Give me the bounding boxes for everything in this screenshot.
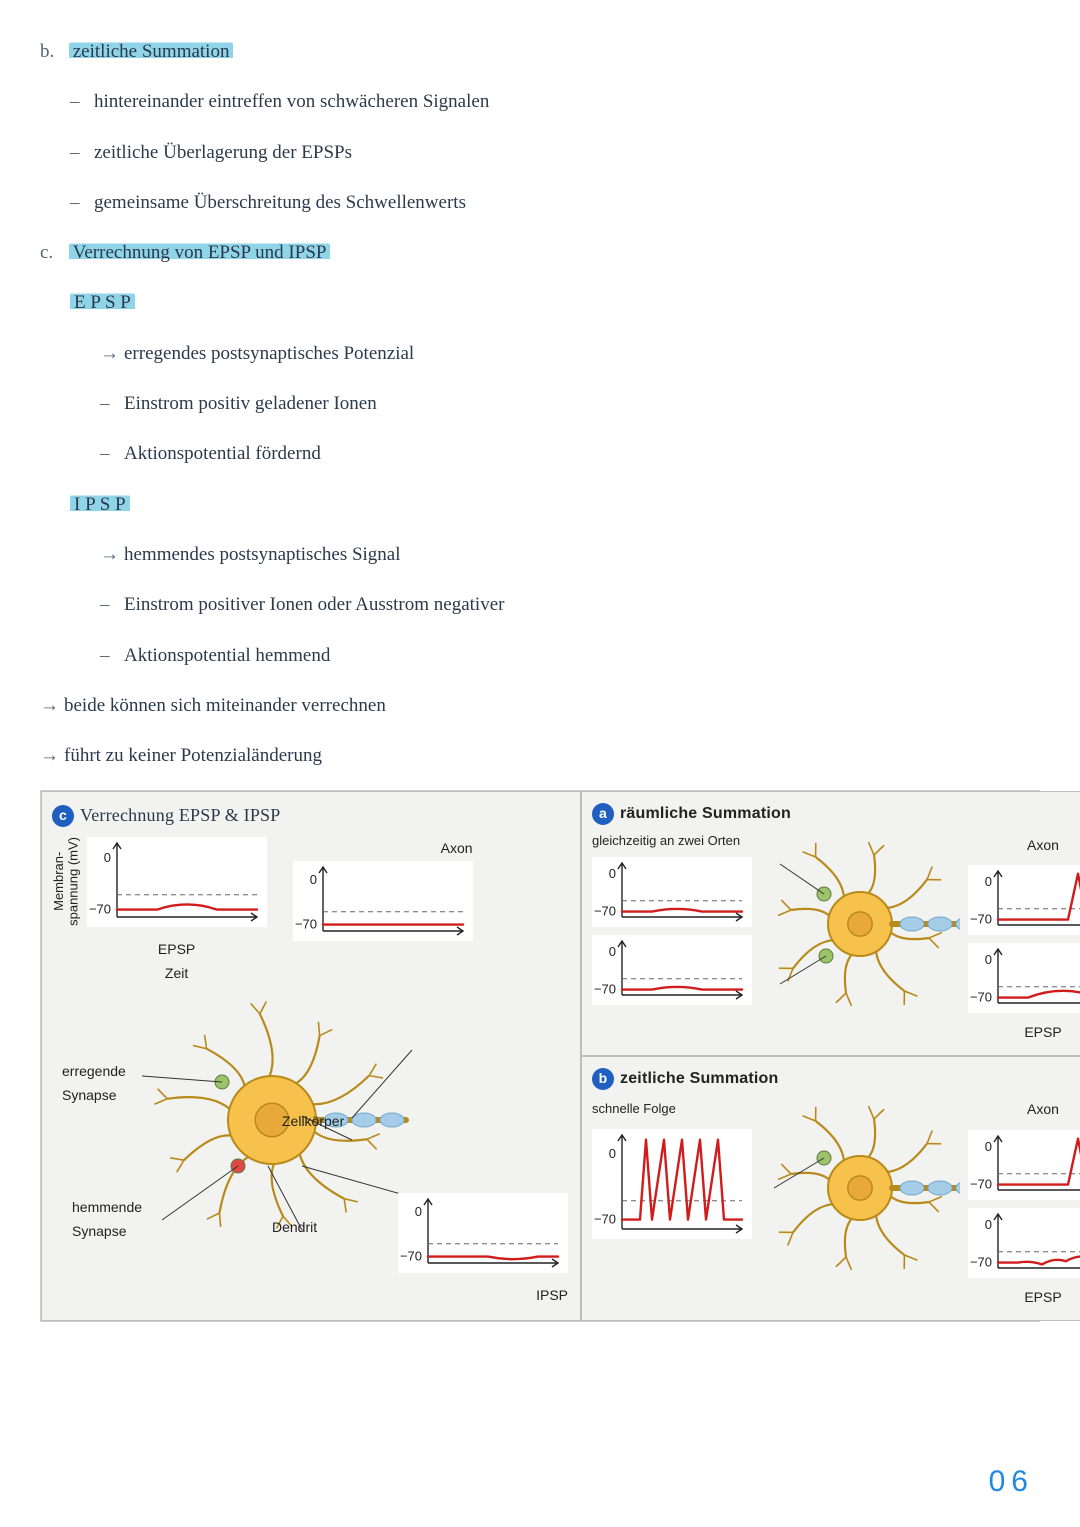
panel-c: c Verrechnung EPSP & IPSP Membran- spann… <box>41 791 581 1321</box>
badge-a: a <box>592 803 614 825</box>
heading-c-marker: c. <box>40 237 64 269</box>
ipsp-p1: –Einstrom positiver Ionen oder Ausstrom … <box>100 589 1040 621</box>
svg-text:0: 0 <box>985 1139 992 1154</box>
chart-a-input1: 0 −70 <box>592 857 752 927</box>
svg-text:0: 0 <box>609 1145 616 1160</box>
heading-b-text: zeitliche Summation <box>69 41 234 62</box>
svg-text:−70: −70 <box>400 1249 422 1264</box>
chart-a-input2: 0 −70 <box>592 935 752 1005</box>
svg-text:−70: −70 <box>970 912 992 927</box>
epsp-def: →erregendes postsynaptisches Potenzial <box>100 338 1040 370</box>
chart-c-epsp: 0 −70 <box>87 837 267 927</box>
heading-b: b. zeitliche Summation <box>40 36 1040 68</box>
chart-b-input: 0 −70 <box>592 1129 752 1239</box>
chart-a-epsp: 0 −70 <box>968 943 1080 1013</box>
ipsp-title: I P S P <box>70 489 1040 521</box>
svg-text:0: 0 <box>609 865 616 880</box>
label-erregende: erregendeSynapse <box>62 1060 126 1108</box>
svg-text:0: 0 <box>415 1204 422 1219</box>
ylabel: Membran- spannung (mV) <box>52 837 81 926</box>
panel-b-title: zeitliche Summation <box>620 1065 779 1092</box>
chart-b-epsp: 0 −70 <box>968 1208 1080 1278</box>
panel-a-title: räumliche Summation <box>620 800 791 827</box>
badge-c: c <box>52 805 74 827</box>
chart-b-axon: 0 −70 <box>968 1130 1080 1200</box>
page-number: 06 <box>989 1456 1034 1507</box>
svg-text:−70: −70 <box>594 903 616 918</box>
label-ipsp-c: IPSP <box>398 1284 568 1308</box>
svg-text:−70: −70 <box>594 1211 616 1226</box>
chart-a-axon: 0 −70 <box>968 865 1080 935</box>
extra-1: →beide können sich miteinander verrechne… <box>40 690 1040 722</box>
label-epsp-b: EPSP <box>968 1286 1080 1310</box>
extra-2: →führt zu keiner Potenzialänderung <box>40 740 1040 772</box>
panel-a: a räumliche Summation gleichzeitig an zw… <box>581 791 1080 1056</box>
ipsp-p2: –Aktionspotential hemmend <box>100 640 1040 672</box>
svg-text:0: 0 <box>985 874 992 889</box>
svg-text:0: 0 <box>309 872 316 887</box>
label-dendrit: Dendrit <box>272 1216 317 1240</box>
label-axon-b: Axon <box>968 1098 1080 1122</box>
svg-text:−70: −70 <box>594 981 616 996</box>
svg-text:0: 0 <box>609 943 616 958</box>
svg-text:0: 0 <box>985 1217 992 1232</box>
badge-b: b <box>592 1068 614 1090</box>
panel-c-title: Verrechnung EPSP & IPSP <box>80 800 280 831</box>
svg-text:−70: −70 <box>295 916 317 931</box>
label-hemmende: hemmendeSynapse <box>72 1196 142 1244</box>
label-zellkorper: Zellkörper <box>282 1110 344 1134</box>
label-zeit-c: Zeit <box>87 962 267 986</box>
label-axon-a: Axon <box>968 834 1080 858</box>
epsp-title: E P S P <box>70 287 1040 319</box>
heading-b-marker: b. <box>40 36 64 68</box>
panel-a-sub: gleichzeitig an zwei Orten <box>592 834 752 849</box>
figure: a räumliche Summation gleichzeitig an zw… <box>40 790 1040 1322</box>
panel-b: b zeitliche Summation schnelle Folge 0 −7… <box>581 1056 1080 1321</box>
svg-text:−70: −70 <box>970 1255 992 1270</box>
chart-c-ipsp: 0 −70 <box>398 1193 568 1273</box>
label-epsp-c: EPSP <box>87 938 267 962</box>
ipsp-def: →hemmendes postsynaptisches Signal <box>100 539 1040 571</box>
neuron-a <box>760 834 960 1014</box>
b-point-2: –zeitliche Überlagerung der EPSPs <box>70 137 1040 169</box>
svg-text:0: 0 <box>985 952 992 967</box>
heading-c-text: Verrechnung von EPSP und IPSP <box>69 242 331 263</box>
neuron-b <box>760 1098 960 1278</box>
svg-text:−70: −70 <box>970 990 992 1005</box>
epsp-p1: –Einstrom positiv geladener Ionen <box>100 388 1040 420</box>
svg-text:−70: −70 <box>89 902 111 917</box>
heading-c: c. Verrechnung von EPSP und IPSP <box>40 237 1040 269</box>
chart-c-axon: 0 −70 <box>293 861 473 941</box>
b-point-1: –hintereinander eintreffen von schwächer… <box>70 86 1040 118</box>
epsp-p2: –Aktionspotential fördernd <box>100 438 1040 470</box>
label-axon-c: Axon <box>293 837 473 861</box>
b-point-3: –gemeinsame Überschreitung des Schwellen… <box>70 187 1040 219</box>
svg-text:−70: −70 <box>970 1177 992 1192</box>
panel-b-sub: schnelle Folge <box>592 1098 752 1120</box>
label-epsp-a: EPSP <box>968 1021 1080 1045</box>
svg-text:0: 0 <box>103 850 110 865</box>
